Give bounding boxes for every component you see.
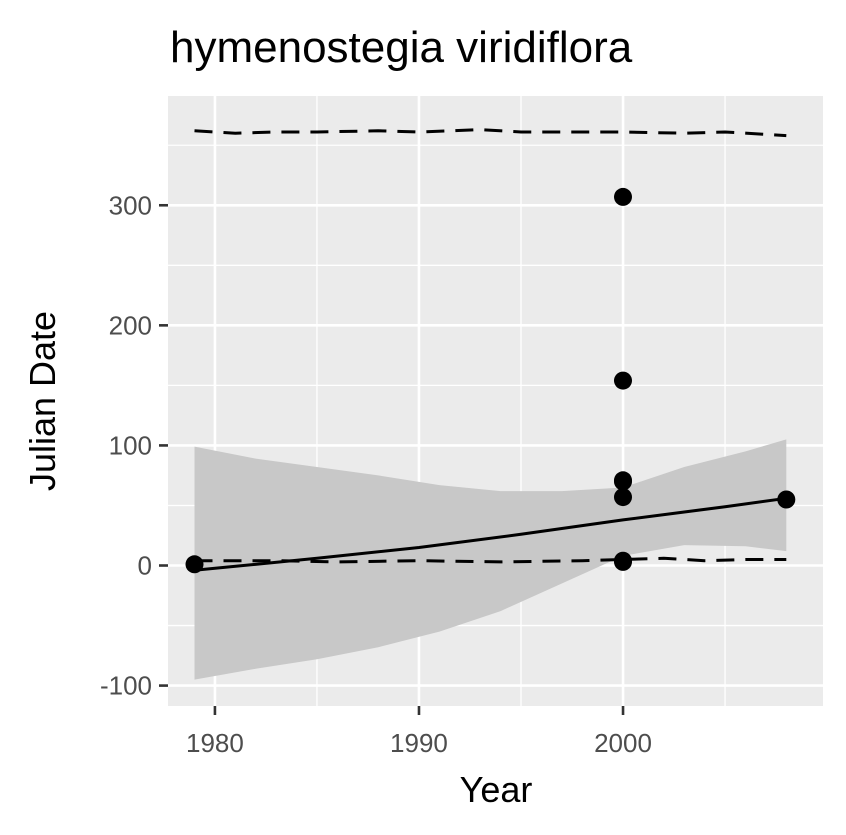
y-tick-label: -100 xyxy=(100,671,152,701)
data-point xyxy=(614,187,632,206)
y-axis-ticks: -100 0 100 200 300 xyxy=(100,190,168,701)
x-tick-label: 1980 xyxy=(186,728,244,758)
dashed-lower-line xyxy=(194,556,787,564)
y-tick-label: 300 xyxy=(109,190,152,220)
data-point xyxy=(614,472,632,491)
data-point xyxy=(614,488,632,507)
data-point xyxy=(614,552,632,571)
data-point xyxy=(185,555,204,574)
y-axis-title: Julian Date xyxy=(22,311,63,491)
x-tick-label: 1990 xyxy=(390,728,448,758)
chart-title: hymenostegia viridiflora xyxy=(170,23,633,72)
data-point xyxy=(614,371,632,390)
x-axis-ticks: 1980 1990 2000 xyxy=(186,706,652,758)
y-tick-label: 0 xyxy=(138,551,152,581)
confidence-band xyxy=(194,439,787,680)
y-tick-label: 100 xyxy=(109,430,152,460)
x-axis-title: Year xyxy=(460,769,533,810)
data-points xyxy=(185,187,796,574)
y-tick-label: 200 xyxy=(109,310,152,340)
data-point xyxy=(777,490,796,509)
x-tick-label: 2000 xyxy=(594,728,652,758)
trend-line xyxy=(194,496,787,572)
